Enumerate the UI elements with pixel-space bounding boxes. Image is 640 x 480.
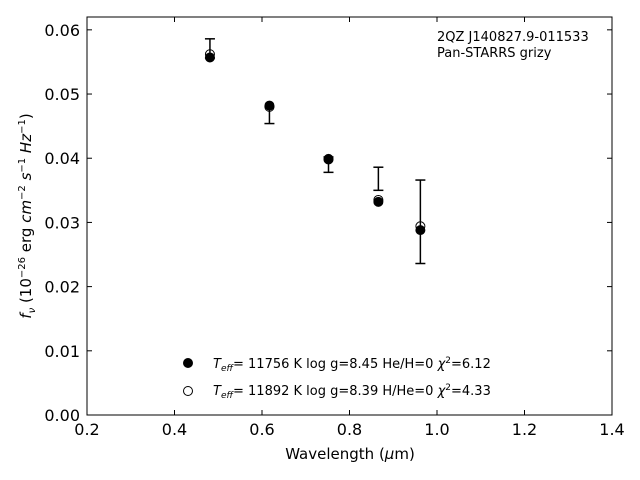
plot-frame xyxy=(86,16,613,416)
y-tick-label: 0.06 xyxy=(44,21,80,40)
x-tick-label: 0.4 xyxy=(162,420,187,439)
y-tick-label: 0.05 xyxy=(44,85,80,104)
legend: Teff= 11756 K log g=8.45 He/H=0 χ2=6.12 … xyxy=(183,356,491,401)
photometry-annotation: Pan-STARRS grizy xyxy=(437,46,552,61)
model-point-open xyxy=(415,221,426,232)
x-tick-label: 0.2 xyxy=(74,420,99,439)
legend-marker-filled xyxy=(183,358,193,368)
model-point-filled xyxy=(415,225,426,236)
x-tick-label: 0.6 xyxy=(249,420,274,439)
legend-marker-open xyxy=(183,386,193,396)
model-point-open xyxy=(373,194,384,205)
y-tick-label: 0.00 xyxy=(44,406,80,425)
legend-entry-2: Teff= 11892 K log g=8.39 H/He=0 χ2=4.33 xyxy=(213,383,491,401)
y-axis-label: fν (10−26 erg cm−2 s−1 Hz−1) xyxy=(17,113,38,318)
model-point-open xyxy=(264,101,275,112)
x-tick-label: 0.8 xyxy=(337,420,362,439)
y-tick-label: 0.04 xyxy=(44,149,80,168)
model-point-open xyxy=(204,49,215,60)
x-tick-label: 1.0 xyxy=(424,420,449,439)
x-tick-label: 1.4 xyxy=(599,420,624,439)
y-tick-label: 0.02 xyxy=(44,278,80,297)
y-tick-label: 0.03 xyxy=(44,213,80,232)
object-name-annotation: 2QZ J140827.9-011533 xyxy=(437,30,589,45)
x-tick-label: 1.2 xyxy=(512,420,537,439)
y-tick-label: 0.01 xyxy=(44,342,80,361)
legend-entry-1: Teff= 11756 K log g=8.45 He/H=0 χ2=6.12 xyxy=(213,356,491,374)
x-axis-label: Wavelength (μm) xyxy=(285,445,415,463)
model-point-open xyxy=(323,154,334,165)
model-point-filled xyxy=(204,52,215,63)
